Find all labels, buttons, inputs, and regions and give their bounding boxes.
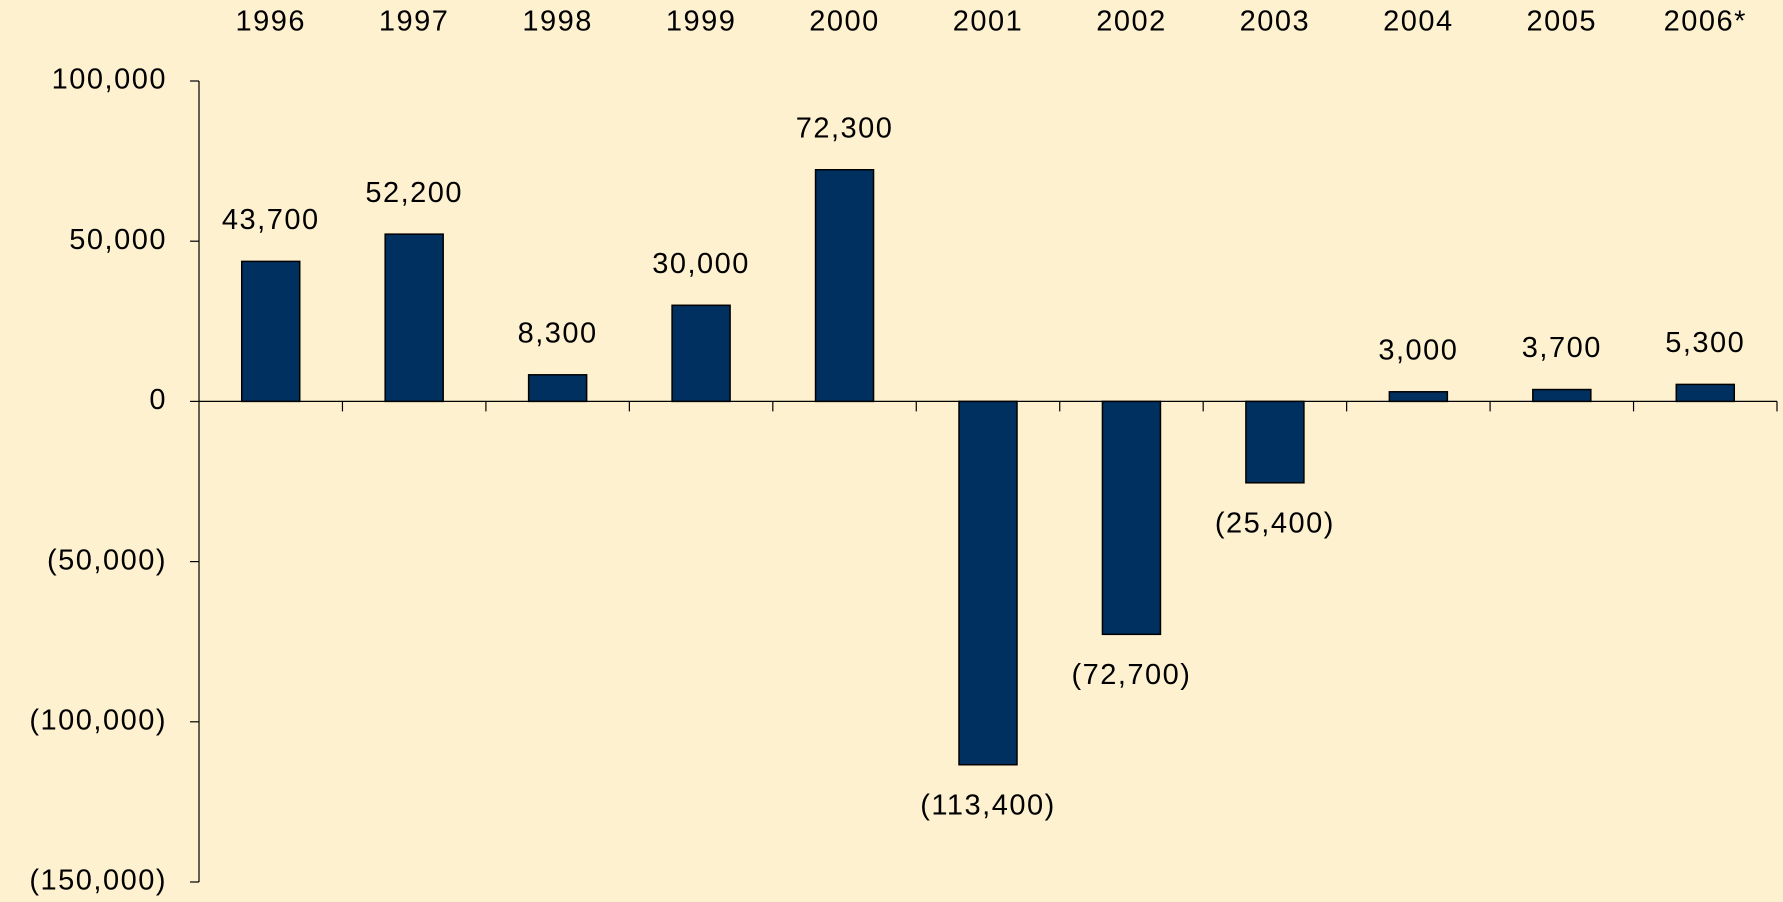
bar: [384, 233, 444, 403]
bar: [527, 374, 588, 403]
x-category-label: 1998: [522, 6, 593, 38]
value-label: 43,700: [222, 204, 320, 236]
x-category-label: 2005: [1527, 6, 1598, 38]
x-category-label: 2001: [953, 6, 1024, 38]
x-category-label: 1996: [235, 6, 306, 38]
x-category-label: 2000: [809, 6, 880, 38]
bar: [958, 400, 1018, 766]
value-label: (72,700): [1071, 659, 1191, 691]
bar: [1388, 391, 1449, 403]
bar: [671, 304, 731, 403]
x-category-label: 2002: [1096, 6, 1167, 38]
value-label: 3,000: [1378, 334, 1458, 366]
y-tick-label: 0: [149, 384, 167, 416]
value-label: 5,300: [1665, 327, 1745, 359]
y-tick-label: (100,000): [29, 704, 167, 736]
value-label: (25,400): [1215, 507, 1335, 539]
bar: [1245, 400, 1305, 484]
y-tick-label: 50,000: [69, 224, 167, 256]
y-tick-label: (50,000): [47, 544, 167, 576]
bar: [1532, 388, 1592, 403]
x-category-label: 1999: [666, 6, 737, 38]
x-category-label: 2006*: [1664, 6, 1747, 38]
bar: [1101, 400, 1162, 636]
bar: [240, 260, 301, 403]
y-tick-label: 100,000: [52, 64, 167, 96]
x-category-label: 1997: [379, 6, 450, 38]
bar: [814, 169, 875, 403]
x-category-label: 2004: [1383, 6, 1454, 38]
value-label: 8,300: [518, 317, 598, 349]
x-category-label: 2003: [1240, 6, 1311, 38]
value-label: 30,000: [652, 248, 750, 280]
value-label: 52,200: [365, 177, 463, 209]
value-label: 3,700: [1522, 332, 1602, 364]
y-tick-label: (150,000): [29, 865, 167, 897]
value-label: (113,400): [920, 789, 1056, 821]
bar: [1675, 383, 1736, 403]
value-label: 72,300: [796, 112, 894, 144]
